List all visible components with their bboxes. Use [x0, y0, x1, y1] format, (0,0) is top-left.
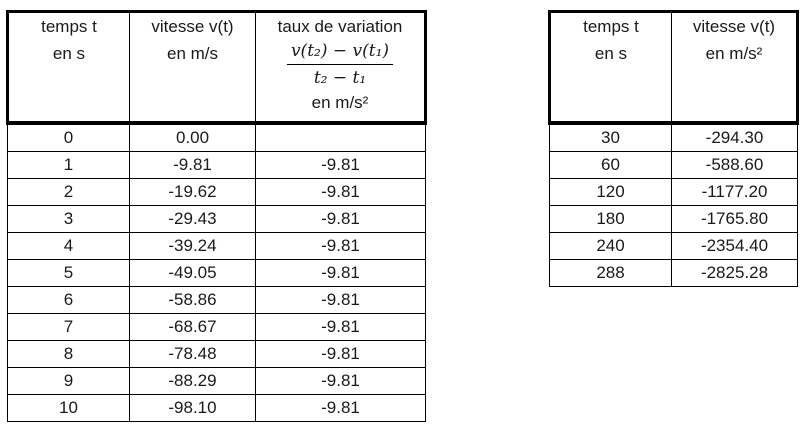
header-taux-unit: en m/s² [311, 93, 369, 112]
table-row: 3 -29.43 -9.81 [7, 205, 426, 233]
table-row: 240 -2354.40 [549, 232, 798, 260]
cell-rate: -9.81 [255, 367, 426, 395]
cell-v: -1765.80 [671, 205, 798, 233]
cell-rate: -9.81 [255, 394, 426, 422]
cell-t: 1 [7, 151, 130, 179]
header-vitesse: vitesse v(t) en m/s² [671, 10, 799, 125]
cell-v: -39.24 [129, 232, 256, 260]
header-vitesse-line2: en m/s² [705, 44, 763, 63]
cell-v: -78.48 [129, 340, 256, 368]
cell-t: 288 [549, 259, 672, 287]
cell-rate: -9.81 [255, 286, 426, 314]
table-row: 7 -68.67 -9.81 [7, 313, 426, 341]
cell-v: -2825.28 [671, 259, 798, 287]
right-table-body: 30 -294.30 60 -588.60 120 -1177.20 180 -1765.80… [549, 122, 798, 287]
table-row: 180 -1765.80 [549, 205, 798, 233]
cell-v: -98.10 [129, 394, 256, 422]
table-row: 30 -294.30 [549, 122, 798, 152]
header-vitesse-line1: vitesse v(t) [151, 17, 234, 36]
header-vitesse-line1: vitesse v(t) [692, 17, 776, 36]
cell-v: -68.67 [129, 313, 256, 341]
cell-v: -58.86 [129, 286, 256, 314]
cell-t: 3 [7, 205, 130, 233]
left-table-body: 0 0.00 1 -9.81 -9.81 2 -19.62 -9.81 3 -29.43 -9.81… [7, 122, 426, 422]
table-row: 10 -98.10 -9.81 [7, 394, 426, 422]
table-row: 1 -9.81 -9.81 [7, 151, 426, 179]
table-row: 8 -78.48 -9.81 [7, 340, 426, 368]
rate-formula-denominator: t₂ − t₁ [313, 68, 367, 88]
rate-formula: v(t₂) − v(t₁) t₂ − t₁ [286, 40, 394, 89]
header-temps-line1: temps t [583, 17, 639, 36]
cell-t: 120 [549, 178, 672, 206]
cell-t: 240 [549, 232, 672, 260]
cell-t: 5 [7, 259, 130, 287]
cell-t: 60 [549, 151, 672, 179]
header-taux-line1: taux de variation [277, 17, 403, 36]
cell-v: -9.81 [129, 151, 256, 179]
cell-t: 2 [7, 178, 130, 206]
cell-t: 8 [7, 340, 130, 368]
cell-rate: -9.81 [255, 340, 426, 368]
table-row: 120 -1177.20 [549, 178, 798, 206]
velocity-rate-table: temps t en s vitesse v(t) en m/s taux de… [6, 10, 427, 422]
cell-v: 0.00 [129, 122, 256, 152]
cell-rate: -9.81 [255, 232, 426, 260]
cell-v: -294.30 [671, 122, 798, 152]
table-row: 5 -49.05 -9.81 [7, 259, 426, 287]
cell-rate: -9.81 [255, 205, 426, 233]
cell-rate: -9.81 [255, 259, 426, 287]
header-taux: taux de variation v(t₂) − v(t₁) t₂ − t₁ … [255, 10, 427, 125]
cell-rate [255, 122, 426, 152]
cell-t: 10 [7, 394, 130, 422]
cell-rate: -9.81 [255, 151, 426, 179]
cell-t: 4 [7, 232, 130, 260]
table-row: 9 -88.29 -9.81 [7, 367, 426, 395]
cell-t: 0 [7, 122, 130, 152]
cell-t: 30 [549, 122, 672, 152]
table-row: 288 -2825.28 [549, 259, 798, 287]
cell-v: -1177.20 [671, 178, 798, 206]
cell-v: -19.62 [129, 178, 256, 206]
cell-rate: -9.81 [255, 178, 426, 206]
cell-t: 6 [7, 286, 130, 314]
cell-v: -2354.40 [671, 232, 798, 260]
header-vitesse-line2: en m/s [166, 44, 219, 63]
rate-formula-numerator: v(t₂) − v(t₁) [286, 40, 394, 65]
header-temps: temps t en s [6, 10, 130, 125]
table-row: 2 -19.62 -9.81 [7, 178, 426, 206]
table-row: 4 -39.24 -9.81 [7, 232, 426, 260]
table-row: 6 -58.86 -9.81 [7, 286, 426, 314]
cell-t: 9 [7, 367, 130, 395]
cell-v: -49.05 [129, 259, 256, 287]
header-temps-line2: en s [52, 44, 86, 63]
cell-rate: -9.81 [255, 313, 426, 341]
cell-v: -588.60 [671, 151, 798, 179]
table-row: 0 0.00 [7, 122, 426, 152]
cell-v: -88.29 [129, 367, 256, 395]
header-temps-line2: en s [594, 44, 628, 63]
velocity-table-long-times: temps t en s vitesse v(t) en m/s² 30 -294… [548, 10, 799, 287]
cell-t: 7 [7, 313, 130, 341]
header-temps: temps t en s [548, 10, 672, 125]
cell-v: -29.43 [129, 205, 256, 233]
cell-t: 180 [549, 205, 672, 233]
header-temps-line1: temps t [41, 17, 97, 36]
table-row: 60 -588.60 [549, 151, 798, 179]
header-vitesse: vitesse v(t) en m/s [129, 10, 256, 125]
